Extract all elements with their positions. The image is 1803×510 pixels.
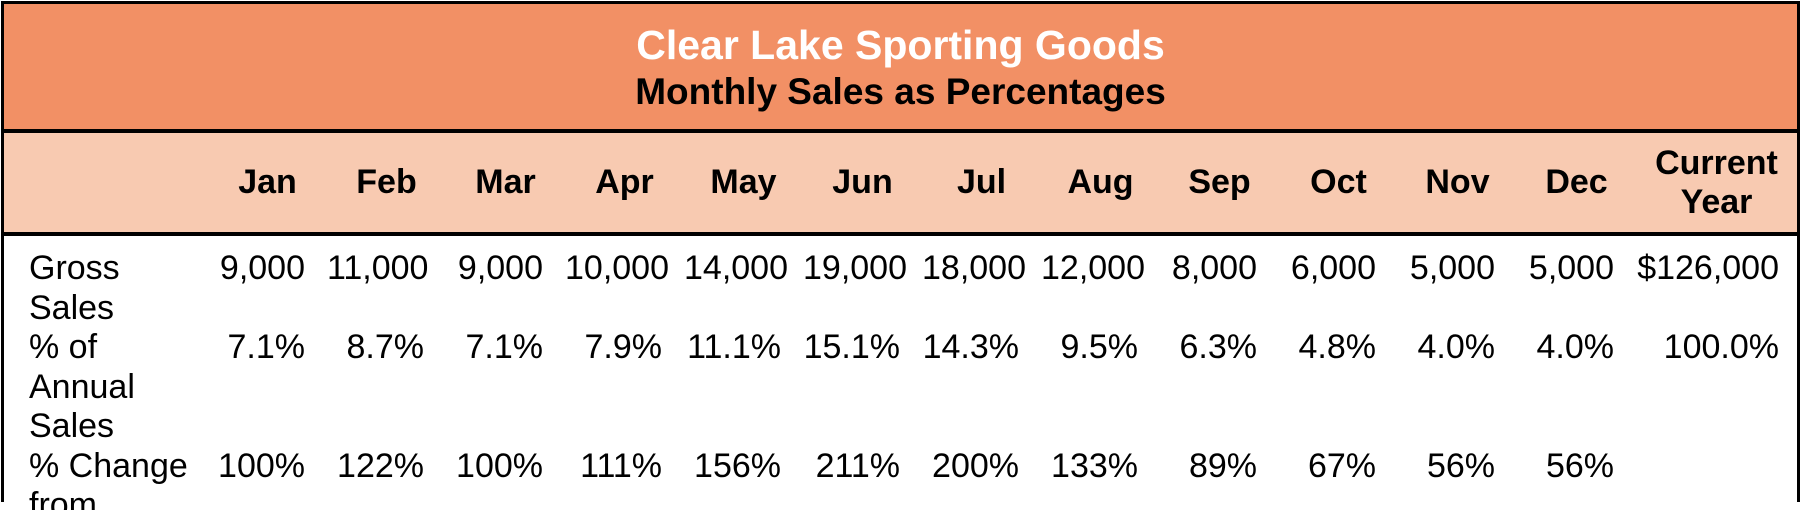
cell-gross-sales-sep: 8,000 xyxy=(1160,234,1279,328)
header-row: Jan Feb Mar Apr May Jun Jul Aug Sep Oct Nov Dec Curr… xyxy=(4,133,1797,236)
cell-of-annual-sales-jan: 7.1% xyxy=(208,328,327,447)
cell-change-from-january-baseline-jun: 211% xyxy=(803,446,922,510)
row-label-change-from-january-baseline: % Change from January Baseline xyxy=(4,446,208,510)
column-header-may: May xyxy=(684,133,803,236)
cell-change-from-january-baseline-dec: 56% xyxy=(1517,446,1636,510)
data-rows: Gross Sales 9,000 11,000 9,000 10,000 14,000 1… xyxy=(4,234,1797,510)
cell-change-from-january-baseline-apr: 111% xyxy=(565,446,684,510)
cell-change-from-january-baseline-jul: 200% xyxy=(922,446,1041,510)
column-header-mar: Mar xyxy=(446,133,565,236)
column-header-jul: Jul xyxy=(922,133,1041,236)
cell-change-from-january-baseline-may: 156% xyxy=(684,446,803,510)
month-header-row: Jan Feb Mar Apr May Jun Jul Aug Sep Oct Nov Dec Curr… xyxy=(4,133,1797,236)
column-header-feb: Feb xyxy=(327,133,446,236)
cell-of-annual-sales-apr: 7.9% xyxy=(565,328,684,447)
data-grid: Jan Feb Mar Apr May Jun Jul Aug Sep Oct Nov Dec Curr… xyxy=(4,133,1797,510)
column-header-jun: Jun xyxy=(803,133,922,236)
cell-change-from-january-baseline-current-year xyxy=(1636,446,1797,510)
cell-of-annual-sales-oct: 4.8% xyxy=(1279,328,1398,447)
cell-change-from-january-baseline-sep: 89% xyxy=(1160,446,1279,510)
column-header-aug: Aug xyxy=(1041,133,1160,236)
cell-gross-sales-nov: 5,000 xyxy=(1398,234,1517,328)
corner-header xyxy=(4,133,208,236)
cell-of-annual-sales-jun: 15.1% xyxy=(803,328,922,447)
cell-of-annual-sales-mar: 7.1% xyxy=(446,328,565,447)
column-header-nov: Nov xyxy=(1398,133,1517,236)
table-row-of-annual-sales: % of Annual Sales 7.1% 8.7% 7.1% 7.9% 11.1% 15… xyxy=(4,328,1797,447)
cell-change-from-january-baseline-aug: 133% xyxy=(1041,446,1160,510)
cell-gross-sales-dec: 5,000 xyxy=(1517,234,1636,328)
cell-of-annual-sales-aug: 9.5% xyxy=(1041,328,1160,447)
row-label-of-annual-sales: % of Annual Sales xyxy=(4,328,208,447)
cell-gross-sales-current-year: $126,000 xyxy=(1636,234,1797,328)
cell-gross-sales-aug: 12,000 xyxy=(1041,234,1160,328)
row-label-gross-sales: Gross Sales xyxy=(4,234,208,328)
cell-gross-sales-jul: 18,000 xyxy=(922,234,1041,328)
column-header-sep: Sep xyxy=(1160,133,1279,236)
column-header-current-year: Current Year xyxy=(1636,133,1797,236)
column-header-oct: Oct xyxy=(1279,133,1398,236)
cell-of-annual-sales-may: 11.1% xyxy=(684,328,803,447)
cell-of-annual-sales-dec: 4.0% xyxy=(1517,328,1636,447)
table-row-gross-sales: Gross Sales 9,000 11,000 9,000 10,000 14,000 1… xyxy=(4,234,1797,328)
cell-change-from-january-baseline-jan: 100% xyxy=(208,446,327,510)
column-header-apr: Apr xyxy=(565,133,684,236)
cell-gross-sales-may: 14,000 xyxy=(684,234,803,328)
table-subtitle: Monthly Sales as Percentages xyxy=(635,70,1166,112)
cell-of-annual-sales-current-year: 100.0% xyxy=(1636,328,1797,447)
cell-change-from-january-baseline-mar: 100% xyxy=(446,446,565,510)
table-row-change-from-january-baseline: % Change from January Baseline100%122%10… xyxy=(4,446,1797,510)
column-header-dec: Dec xyxy=(1517,133,1636,236)
cell-of-annual-sales-sep: 6.3% xyxy=(1160,328,1279,447)
cell-gross-sales-jan: 9,000 xyxy=(208,234,327,328)
cell-of-annual-sales-feb: 8.7% xyxy=(327,328,446,447)
cell-gross-sales-apr: 10,000 xyxy=(565,234,684,328)
table-title: Clear Lake Sporting Goods xyxy=(636,21,1165,68)
cell-change-from-january-baseline-nov: 56% xyxy=(1398,446,1517,510)
cell-gross-sales-mar: 9,000 xyxy=(446,234,565,328)
column-header-jan: Jan xyxy=(208,133,327,236)
cell-of-annual-sales-jul: 14.3% xyxy=(922,328,1041,447)
table-title-band: Clear Lake Sporting Goods Monthly Sales … xyxy=(4,4,1797,133)
cell-of-annual-sales-nov: 4.0% xyxy=(1398,328,1517,447)
cell-gross-sales-oct: 6,000 xyxy=(1279,234,1398,328)
cell-gross-sales-feb: 11,000 xyxy=(327,234,446,328)
cell-gross-sales-jun: 19,000 xyxy=(803,234,922,328)
cell-change-from-january-baseline-feb: 122% xyxy=(327,446,446,510)
cell-change-from-january-baseline-oct: 67% xyxy=(1279,446,1398,510)
